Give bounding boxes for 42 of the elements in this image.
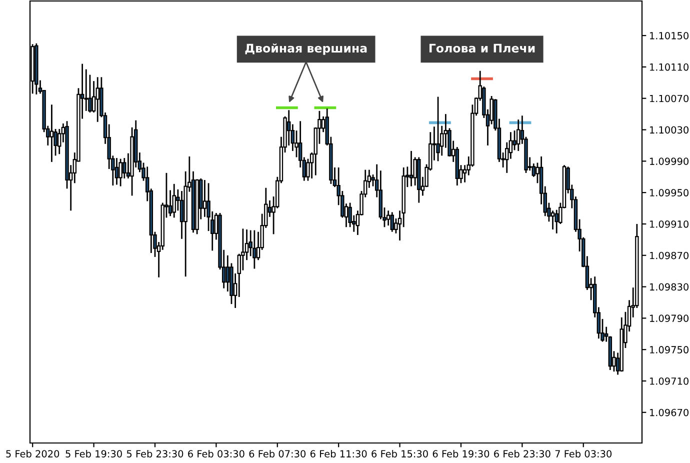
annotation: Двойная вершина — [245, 43, 367, 55]
y-tick-label: 1.10070 — [650, 94, 689, 102]
y-tick-label: 1.09870 — [650, 252, 689, 260]
y-tick-label: 1.09670 — [650, 408, 689, 416]
x-tick-label: 5 Feb 23:30 — [126, 450, 184, 458]
candlestick — [226, 254, 230, 292]
candlestick — [96, 76, 100, 123]
candlestick — [550, 210, 555, 230]
candlestick — [386, 210, 390, 226]
x-tick-label: 6 Feb 19:30 — [432, 450, 490, 458]
x-tick-label: 5 Feb 2020 — [6, 450, 60, 458]
x-tick-label: 6 Feb 11:30 — [310, 450, 367, 458]
y-tick-label: 1.09910 — [650, 220, 689, 228]
x-tick-label: 6 Feb 03:30 — [188, 450, 244, 458]
y-tick-label: 1.09990 — [650, 158, 689, 165]
candlestick — [252, 230, 256, 270]
candlestick — [50, 104, 54, 163]
candlestick — [390, 211, 394, 233]
x-tick-label: 6 Feb 23:30 — [494, 450, 550, 458]
x-tick-label: 6 Feb 15:30 — [372, 450, 428, 458]
y-tick-label: 1.10030 — [650, 126, 689, 134]
x-tick-label: 5 Feb 19:30 — [66, 450, 122, 458]
y-tick-label: 1.09830 — [650, 283, 689, 291]
candlestick — [172, 183, 176, 218]
candlestick — [516, 118, 520, 152]
candlestick — [202, 179, 207, 218]
candlestick — [409, 150, 414, 187]
annotation: Голова и Плечи — [429, 44, 535, 53]
candlestick — [554, 209, 558, 234]
y-tick-label: 1.10110 — [650, 63, 689, 71]
y-tick-label: 1.09710 — [650, 377, 689, 385]
candlestick — [436, 96, 440, 162]
candlestick — [118, 158, 122, 187]
y-tick-label: 1.09950 — [650, 189, 689, 196]
candlestick — [348, 202, 352, 228]
y-tick-label: 1.09750 — [650, 346, 689, 354]
candlestick — [122, 157, 126, 180]
x-tick-label: 6 Feb 07:30 — [249, 450, 306, 458]
y-tick-label: 1.10150 — [650, 32, 689, 40]
candlestick — [114, 157, 119, 186]
y-tick-label: 1.09790 — [650, 314, 689, 322]
x-tick-label: 7 Feb 03:30 — [555, 450, 612, 458]
